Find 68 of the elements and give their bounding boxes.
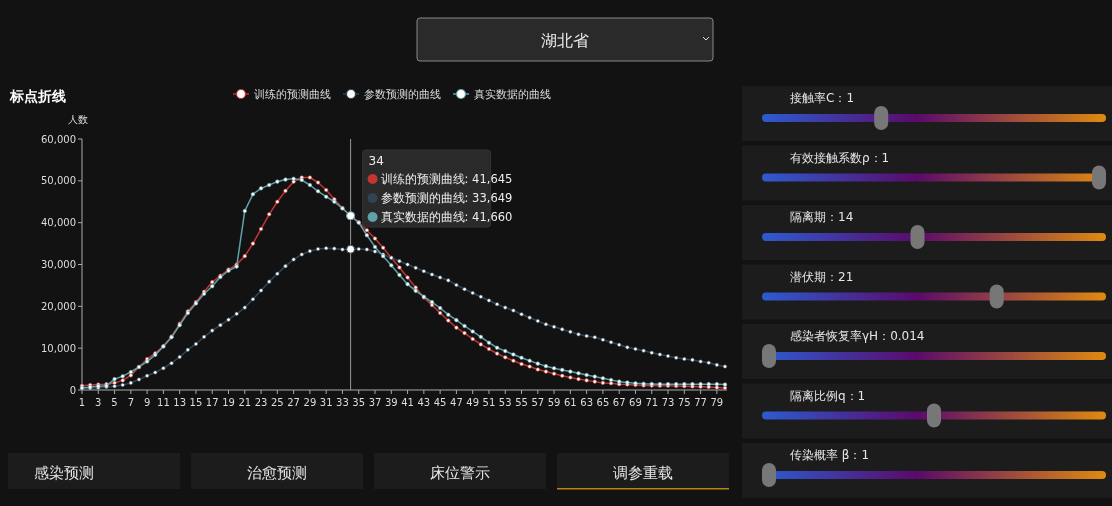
x-tick-label: 69 [629, 397, 642, 408]
x-tick-label: 75 [677, 397, 691, 408]
x-tick-label: 11 [157, 397, 170, 408]
x-tick-label: 65 [596, 397, 610, 408]
x-tick-label: 59 [547, 397, 561, 408]
x-tick-label: 31 [319, 397, 333, 408]
x-tick-label: 49 [466, 397, 480, 408]
y-tick-label: 0 [69, 384, 76, 396]
x-tick-label: 33 [336, 397, 349, 408]
chart-title: 标点折线 [9, 88, 66, 104]
x-tick-label: 37 [368, 397, 382, 408]
text: 接触率C：1 [790, 91, 855, 105]
x-tick-label: 43 [417, 397, 431, 408]
legend-label: 参数预测的曲线 [364, 88, 441, 101]
x-tick-label: 61 [563, 397, 577, 408]
text: 调参重载 [613, 464, 673, 482]
x-tick-label: 55 [515, 397, 528, 408]
x-tick-label: 7 [127, 397, 135, 408]
annotation: 参数预测的曲线: 33,649 [380, 191, 513, 205]
text: 传染概率 β：1 [790, 448, 870, 462]
text: 有效接触系数ρ：1 [790, 150, 890, 165]
x-tick-label: 3 [95, 397, 102, 408]
x-tick-label: 53 [498, 397, 512, 408]
x-tick-label: 15 [189, 397, 203, 408]
x-tick-label: 77 [694, 397, 707, 408]
x-tick-label: 71 [645, 397, 659, 408]
x-tick-label: 27 [287, 397, 300, 408]
x-tick-label: 47 [450, 397, 463, 408]
y-tick-label: 30,000 [41, 259, 76, 270]
x-tick-label: 25 [270, 397, 284, 408]
text: 潜伏期：21 [790, 269, 854, 284]
x-tick-label: 57 [531, 397, 545, 408]
x-tick-label: 35 [352, 397, 366, 408]
x-tick-label: 73 [661, 397, 675, 408]
x-tick-label: 79 [710, 397, 724, 408]
x-tick-label: 17 [205, 397, 219, 408]
y-tick-label: 60,000 [41, 133, 76, 145]
x-tick-label: 9 [143, 397, 151, 408]
text: 治愈预测 [247, 464, 307, 482]
x-tick-label: 29 [303, 397, 317, 408]
y-tick-label: 20,000 [41, 300, 76, 312]
legend-label: 真实数据的曲线 [474, 88, 551, 101]
annotation: 真实数据的曲线: 41,660 [380, 210, 513, 224]
y-tick-label: 40,000 [41, 217, 76, 229]
legend-label: 训练的预测曲线 [254, 88, 331, 101]
y-axis-title: 人数 [68, 114, 88, 125]
x-tick-label: 39 [384, 397, 398, 408]
x-tick-label: 5 [111, 397, 118, 408]
x-tick-label: 21 [238, 397, 252, 408]
text: 床位警示 [430, 464, 490, 482]
x-tick-label: 63 [580, 397, 593, 408]
text: 隔离比例q：1 [790, 388, 866, 403]
y-tick-label: 50,000 [41, 175, 76, 187]
x-tick-label: 19 [222, 397, 235, 408]
x-tick-label: 67 [612, 397, 626, 408]
text: 感染预测 [34, 464, 94, 482]
text: 湖北省 [541, 31, 589, 50]
x-tick-label: 23 [254, 397, 268, 408]
x-tick-label: 51 [482, 397, 496, 408]
y-tick-label: 10,000 [41, 342, 76, 354]
x-tick-label: 1 [78, 397, 86, 408]
text: 感染者恢复率γH：0.014 [790, 329, 925, 343]
annotation: 训练的预测曲线: 41,645 [380, 172, 513, 186]
text: 隔离期：14 [790, 210, 854, 224]
x-tick-label: 41 [401, 397, 414, 408]
annotation: 34 [368, 154, 384, 168]
x-tick-label: 13 [173, 397, 187, 408]
x-tick-label: 45 [433, 397, 447, 408]
